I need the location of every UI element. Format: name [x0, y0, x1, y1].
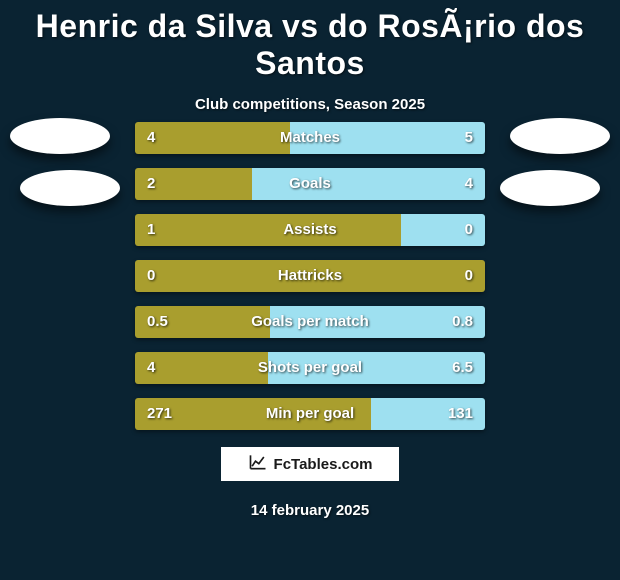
- player1-avatar-placeholder-1: [10, 118, 110, 154]
- stat-row: 271131Min per goal: [135, 398, 485, 430]
- stat-value-player2: 0: [465, 214, 473, 246]
- brand-text: FcTables.com: [274, 456, 373, 473]
- player2-avatar-placeholder-1: [510, 118, 610, 154]
- stat-value-player1: 0: [147, 260, 155, 292]
- comparison-card: Henric da Silva vs do RosÃ¡rio dos Santo…: [0, 0, 620, 580]
- stat-value-player1: 0.5: [147, 306, 168, 338]
- bar-segment-player1: [135, 122, 290, 154]
- stat-row: 00Hattricks: [135, 260, 485, 292]
- page-title: Henric da Silva vs do RosÃ¡rio dos Santo…: [0, 0, 620, 82]
- stat-value-player2: 0: [465, 260, 473, 292]
- bar-segment-player2: [252, 168, 485, 200]
- bar-segment-player1: [135, 214, 401, 246]
- stat-value-player2: 5: [465, 122, 473, 154]
- bar-segment-player2: [290, 122, 485, 154]
- stat-row: 45Matches: [135, 122, 485, 154]
- stat-value-player1: 1: [147, 214, 155, 246]
- stat-row: 46.5Shots per goal: [135, 352, 485, 384]
- stat-value-player2: 4: [465, 168, 473, 200]
- stat-value-player1: 271: [147, 398, 172, 430]
- player1-avatar-placeholder-2: [20, 170, 120, 206]
- stat-value-player2: 131: [448, 398, 473, 430]
- stat-value-player1: 2: [147, 168, 155, 200]
- stat-value-player1: 4: [147, 352, 155, 384]
- stat-value-player2: 6.5: [452, 352, 473, 384]
- stat-value-player1: 4: [147, 122, 155, 154]
- stat-row: 10Assists: [135, 214, 485, 246]
- bar-segment-player1: [135, 260, 485, 292]
- stat-row: 0.50.8Goals per match: [135, 306, 485, 338]
- chart-icon: [248, 452, 268, 476]
- subtitle: Club competitions, Season 2025: [0, 96, 620, 113]
- stat-value-player2: 0.8: [452, 306, 473, 338]
- player2-avatar-placeholder-2: [500, 170, 600, 206]
- stat-row: 24Goals: [135, 168, 485, 200]
- brand-badge[interactable]: FcTables.com: [220, 446, 400, 482]
- date-label: 14 february 2025: [0, 502, 620, 519]
- stat-bars-container: 45Matches24Goals10Assists00Hattricks0.50…: [135, 122, 485, 444]
